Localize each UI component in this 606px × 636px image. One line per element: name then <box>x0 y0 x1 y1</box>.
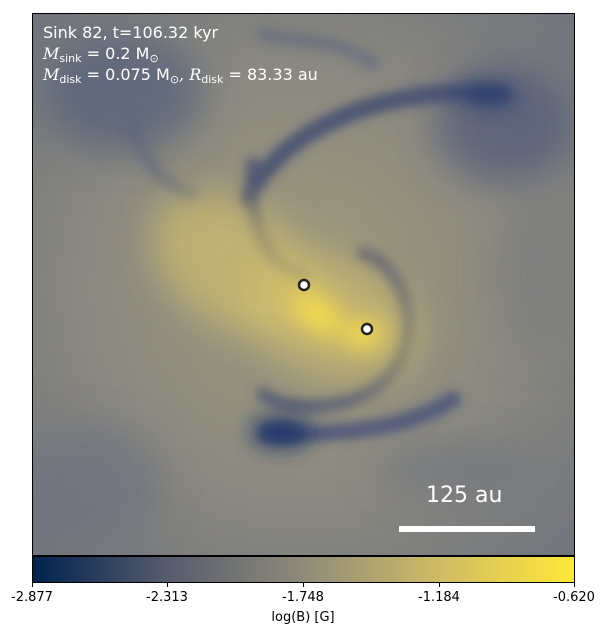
high-field-peak <box>269 274 398 359</box>
colorbar <box>32 556 575 583</box>
scale-bar-label: 125 au <box>426 483 503 508</box>
sink-mass-label: Msink = 0.2 M⊙ <box>43 44 159 65</box>
sink-title: Sink 82, t=106.32 kyr <box>43 23 219 42</box>
colorbar-tick-label: -1.184 <box>418 590 460 605</box>
colorbar-tick <box>574 583 575 587</box>
field-map-panel: Sink 82, t=106.32 kyr Msink = 0.2 M⊙ Mdi… <box>32 13 575 556</box>
magnetic-field-map <box>33 14 574 555</box>
colorbar-tick <box>439 583 440 587</box>
colorbar-tick <box>32 583 33 587</box>
colorbar-tick <box>167 583 168 587</box>
sink-particle-2 <box>360 322 374 336</box>
colorbar-tick-label: -0.620 <box>553 590 595 605</box>
colorbar-tick-label: -2.877 <box>11 590 53 605</box>
colorbar-tick <box>303 583 304 587</box>
colorbar-tick-label: -1.748 <box>282 590 324 605</box>
field-minimum-blob <box>251 86 513 448</box>
sink-particle-1 <box>297 278 311 292</box>
disk-properties-label: Mdisk = 0.075 M⊙, Rdisk = 83.33 au <box>43 65 318 86</box>
scale-bar <box>399 526 535 532</box>
colorbar-label: log(B) [G] <box>271 610 335 625</box>
colorbar-tick-label: -2.313 <box>146 590 188 605</box>
